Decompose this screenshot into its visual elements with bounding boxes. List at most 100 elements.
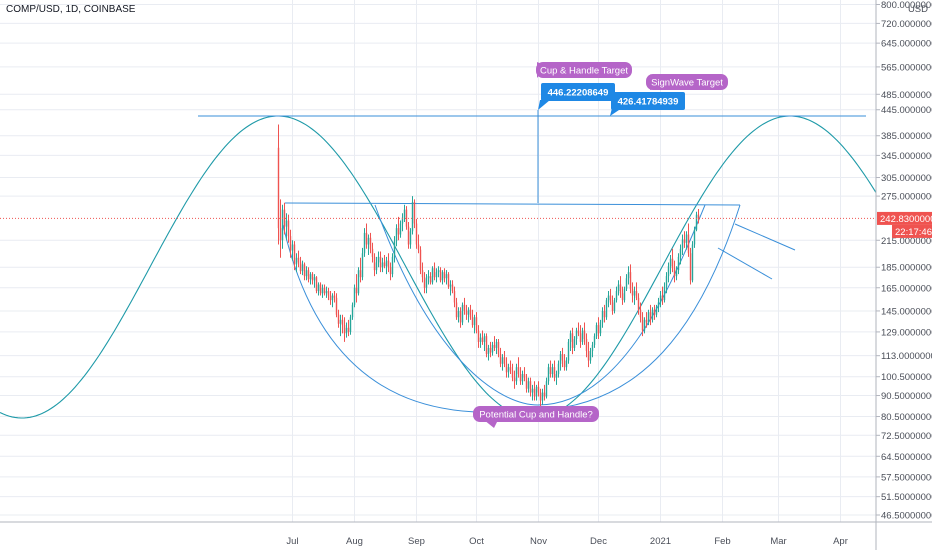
y-axis: 800.00000000 720.00000000 645.00000000 565.… [875,0,932,550]
candle-body [645,319,648,323]
candle-body [407,226,410,245]
candle-body [635,291,638,298]
candle-body [495,341,498,348]
candle-body [437,270,440,273]
candle-body [371,248,374,257]
candle-body [475,317,478,331]
candle-body [667,266,670,277]
candle-body [457,310,460,318]
candle-body [551,367,554,375]
candle-body [491,344,494,353]
signwave-price-pointer [610,108,622,116]
candle-body [473,317,476,326]
candle-body [421,270,424,278]
x-tick-label: Nov [530,536,547,547]
candle-body [483,336,486,342]
candle-body [631,288,634,296]
candle-body [641,317,644,331]
y-tick-label: 565.00000000 [881,62,932,73]
candle-body [281,209,284,241]
candle-body [665,276,668,287]
candle-body [549,367,552,375]
candle-body [517,367,520,375]
candle-body [505,363,508,373]
candle-body [575,330,578,340]
candle-body [455,302,458,318]
handle-line-lower [717,247,773,280]
candle-body [485,336,488,355]
candle-body [319,284,322,294]
candle-body [445,274,448,279]
cup-handle-price-box [541,83,615,101]
y-tick-label: 645.00000000 [881,39,932,50]
candle-body [537,386,540,393]
candle-body [595,325,598,337]
candle-body [395,228,398,242]
candle-body [451,284,454,292]
candle-body [385,260,388,267]
y-tick-label: 305.00000000 [881,173,932,184]
candle-body [643,319,646,331]
candle-body [357,270,360,294]
candle-body [653,309,656,315]
candle-body [561,354,564,361]
candle-body [433,268,436,278]
candle-body [589,350,592,361]
candle-body [683,239,686,243]
candle-body [369,237,372,249]
candle-body [283,209,286,227]
candle-body [315,277,318,292]
y-tick-label: 80.50000000 [881,412,932,423]
candle-body [411,202,414,232]
candle-body [405,209,408,227]
candle-body [521,374,524,382]
cup-handle-target-bubble [536,62,632,78]
x-tick-label: Mar [770,536,786,547]
candle-body [563,360,566,368]
x-tick-label: Sep [408,536,425,547]
candle-body [383,262,386,267]
candle-body [501,357,504,364]
cup-inner-curve [374,204,706,406]
candle-body [637,297,640,310]
x-tick-label: Apr [833,536,848,547]
candle-body [379,256,382,268]
candle-body [381,262,384,268]
pattern-label-pointer [484,420,498,428]
candle-body [671,258,674,269]
candle-body [547,367,550,382]
candle-body [655,307,658,315]
candle-body [375,262,378,271]
candle-body [639,309,642,318]
candle-body [349,317,352,332]
candle-body [493,344,496,348]
cup-rim-line [284,202,741,206]
candle-body [373,256,376,271]
pattern-label-text: Potential Cup and Handle? [479,410,593,421]
candle-body [465,310,468,315]
candle-body [327,291,330,296]
y-tick-label: 57.50000000 [881,472,932,483]
candle-body [651,309,654,320]
y-tick-label: 100.50000000 [881,372,932,383]
candle-body [307,270,310,280]
candle-body [681,239,684,249]
candle-body [277,147,280,229]
candle-body [597,325,600,334]
candle-body [297,257,300,263]
candle-body [287,220,290,237]
candle-body [685,234,688,243]
candles [277,124,700,407]
y-tick-label: 345.00000000 [881,151,932,162]
candle-body [583,330,586,340]
candle-body [689,253,692,281]
candle-body [417,244,420,250]
candle-body [619,284,622,294]
candle-body [331,295,334,301]
candle-body [389,267,392,275]
x-axis: Jul Aug Sep Oct Nov Dec 2021 Feb Mar Apr [0,521,932,547]
candle-body [543,392,546,397]
candle-body [393,241,396,257]
signwave-target-bubble [646,74,728,90]
candle-body [359,270,362,278]
